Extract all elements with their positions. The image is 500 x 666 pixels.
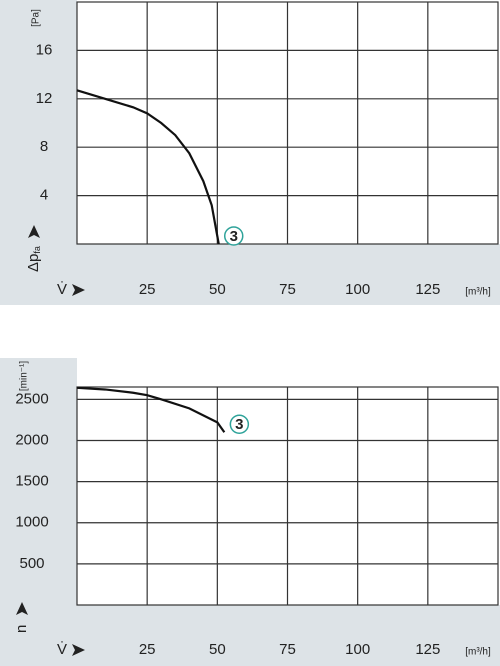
y-tick-label: 16	[36, 41, 53, 58]
curve-marker	[223, 226, 244, 246]
x-tick-label: 125	[415, 641, 440, 658]
curve-marker	[229, 414, 250, 434]
y-unit: [Pa]	[31, 9, 42, 27]
x-tick-label: 25	[139, 641, 156, 658]
x-tick-label: 125	[415, 281, 440, 298]
curve-label: 3	[235, 416, 243, 433]
arrow-icon	[72, 644, 85, 656]
y-tick-label: 8	[40, 138, 48, 155]
x-unit: [m³/h]	[465, 647, 491, 658]
axis-panel	[0, 605, 500, 666]
x-unit: [m³/h]	[465, 287, 491, 298]
curve	[76, 386, 226, 433]
y-axis-label: Δpfa	[25, 246, 42, 272]
x-axis-label: V̇	[57, 281, 67, 298]
y-tick-label: 500	[19, 555, 44, 572]
arrow-icon	[28, 225, 40, 238]
x-tick-label: 100	[345, 281, 370, 298]
arrow-icon	[16, 602, 28, 615]
y-tick-label: 12	[36, 90, 53, 107]
y-tick-label: 1000	[15, 514, 48, 531]
x-tick-label: 50	[209, 641, 226, 658]
y-tick-label: 2000	[15, 431, 48, 448]
x-tick-label: 25	[139, 281, 156, 298]
x-tick-label: 100	[345, 641, 370, 658]
x-axis-label: V̇	[57, 641, 67, 658]
y-axis-label: n	[13, 625, 30, 633]
y-unit: [min⁻¹]	[19, 361, 30, 392]
x-tick-label: 75	[279, 281, 296, 298]
y-tick-label: 1500	[15, 473, 48, 490]
y-tick-label: 2500	[15, 390, 48, 407]
x-tick-label: 75	[279, 641, 296, 658]
axis-panel	[0, 244, 500, 305]
y-axis-label-main: Δp	[25, 254, 42, 272]
y-tick-label: 4	[40, 187, 48, 204]
x-tick-label: 50	[209, 281, 226, 298]
y-axis-label-sub: fa	[32, 246, 42, 254]
arrow-icon	[72, 284, 85, 296]
curve-label: 3	[230, 228, 238, 245]
curve	[76, 89, 220, 245]
y-axis-label-main: n	[13, 625, 30, 633]
